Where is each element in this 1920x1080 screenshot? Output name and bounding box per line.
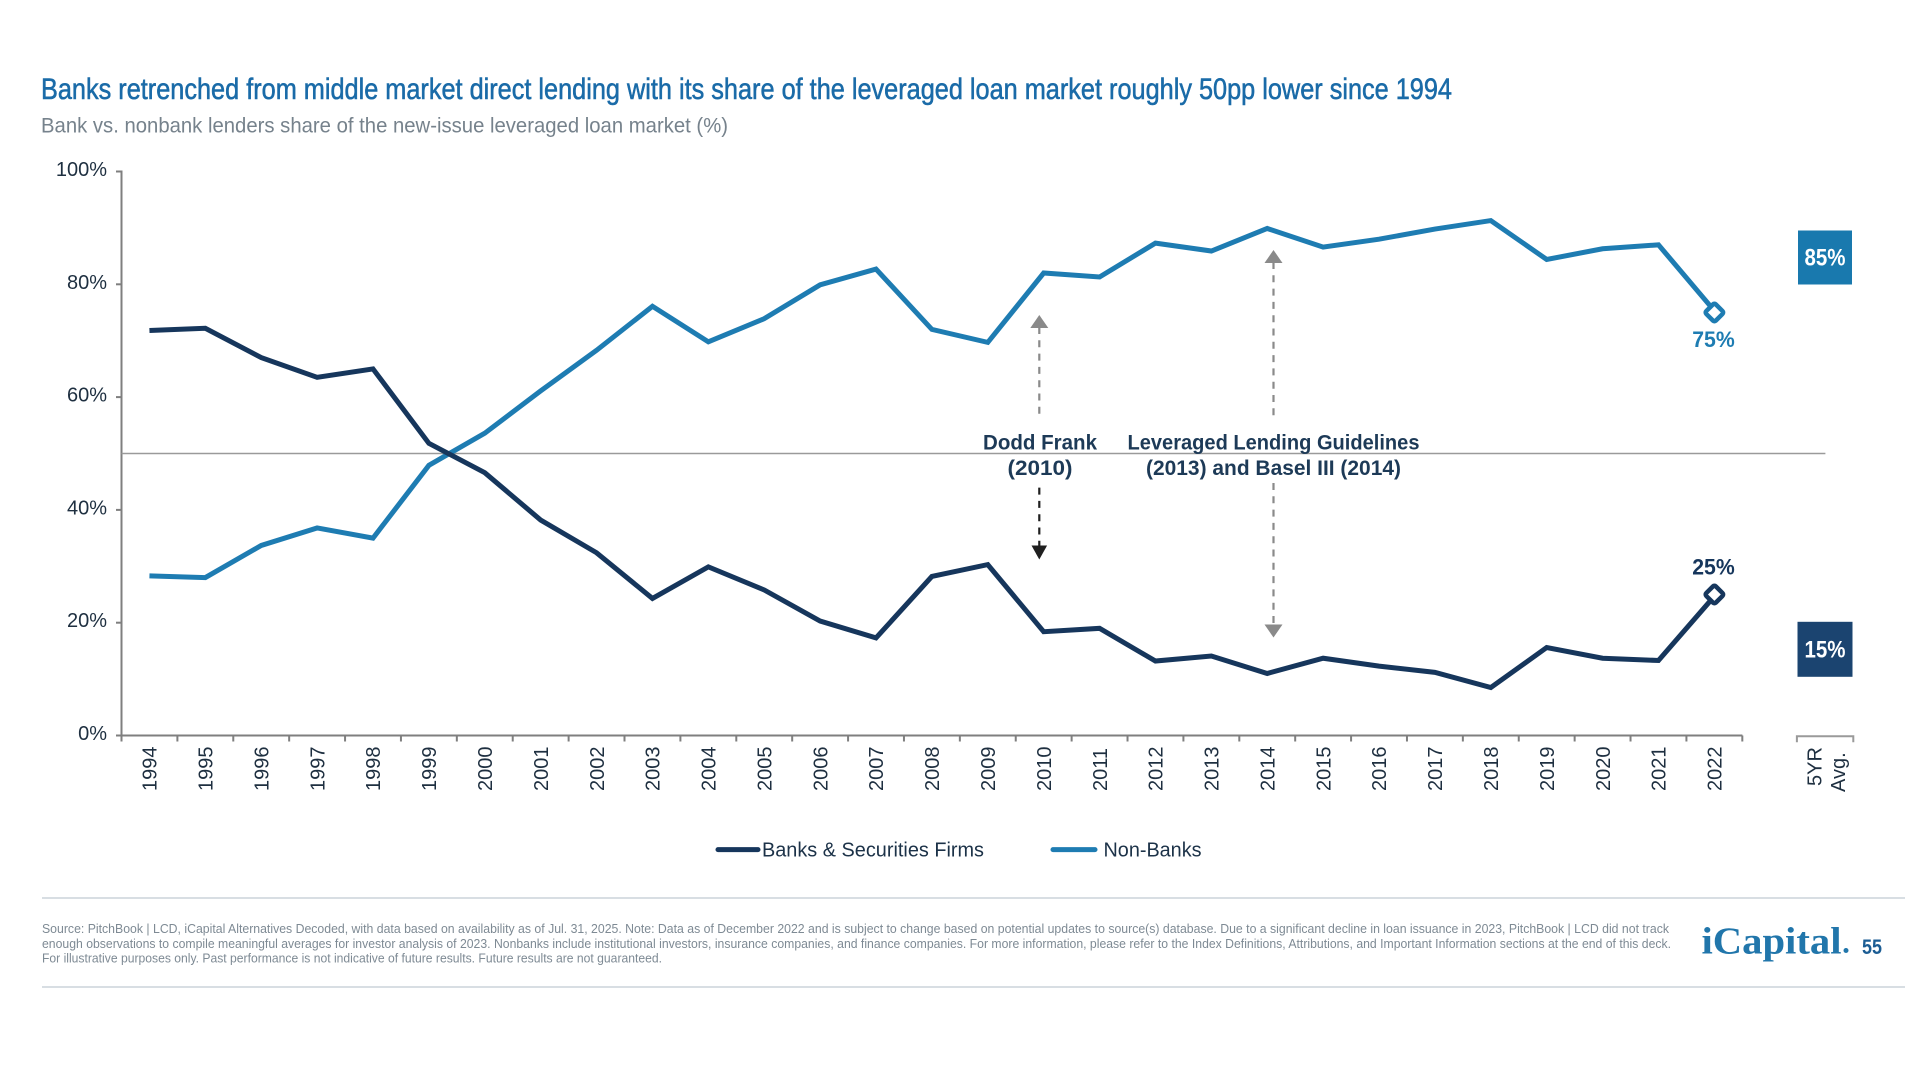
svg-text:2022: 2022 [1705,747,1727,792]
svg-text:Banks retrenched from middle m: Banks retrenched from middle market dire… [41,73,1452,106]
svg-text:2001: 2001 [531,747,553,792]
svg-text:Avg.: Avg. [1828,752,1850,792]
svg-text:2014: 2014 [1257,747,1279,792]
svg-text:2003: 2003 [643,747,665,792]
svg-text:2021: 2021 [1649,747,1671,792]
svg-text:2002: 2002 [587,747,609,792]
svg-text:40%: 40% [67,497,107,519]
svg-text:Leveraged Lending Guidelines: Leveraged Lending Guidelines [1128,431,1420,455]
svg-text:iCapital: iCapital [1702,921,1842,963]
svg-text:2010: 2010 [1034,747,1056,792]
svg-text:20%: 20% [67,610,107,632]
svg-text:Bank vs. nonbank lenders share: Bank vs. nonbank lenders share of the ne… [41,115,728,138]
svg-text:2008: 2008 [922,747,944,792]
svg-text:1997: 1997 [307,747,329,792]
svg-text:25%: 25% [1692,555,1735,580]
svg-text:1999: 1999 [419,747,441,792]
svg-text:(2010): (2010) [1008,456,1073,480]
svg-text:15%: 15% [1805,637,1846,664]
svg-text:Banks & Securities Firms: Banks & Securities Firms [762,840,984,862]
svg-text:100%: 100% [56,159,107,181]
svg-text:55: 55 [1862,936,1882,959]
svg-text:1996: 1996 [251,747,273,792]
svg-text:2013: 2013 [1202,747,1224,792]
svg-text:2020: 2020 [1593,747,1615,792]
svg-text:2012: 2012 [1146,747,1168,792]
svg-text:75%: 75% [1692,327,1735,352]
svg-text:2004: 2004 [699,747,721,792]
svg-text:1998: 1998 [363,747,385,792]
svg-text:(2013) and Basel III (2014): (2013) and Basel III (2014) [1146,456,1401,480]
svg-text:60%: 60% [67,385,107,407]
svg-text:For illustrative purposes only: For illustrative purposes only. Past per… [42,951,662,966]
svg-text:2016: 2016 [1369,747,1391,792]
svg-text:Non-Banks: Non-Banks [1104,840,1202,862]
svg-text:2018: 2018 [1481,747,1503,792]
svg-text:2015: 2015 [1313,747,1335,792]
svg-text:85%: 85% [1805,245,1846,272]
svg-text:80%: 80% [67,272,107,294]
svg-text:2000: 2000 [475,747,497,792]
svg-text:Source: PitchBook | LCD, iCapi: Source: PitchBook | LCD, iCapital Altern… [42,921,1669,936]
svg-text:2019: 2019 [1537,747,1559,792]
svg-text:2007: 2007 [866,747,888,792]
svg-text:2011: 2011 [1090,748,1112,791]
svg-text:2006: 2006 [810,747,832,792]
svg-text:1994: 1994 [140,747,162,792]
svg-text:0%: 0% [78,723,107,745]
svg-text:1995: 1995 [196,747,218,792]
svg-text:2005: 2005 [754,747,776,792]
svg-text:5YR: 5YR [1805,747,1827,786]
svg-text:enough observations to compile: enough observations to compile meaningfu… [42,936,1671,951]
svg-text:2017: 2017 [1425,747,1447,792]
svg-text:2009: 2009 [978,747,1000,792]
svg-text:Dodd Frank: Dodd Frank [983,431,1097,455]
